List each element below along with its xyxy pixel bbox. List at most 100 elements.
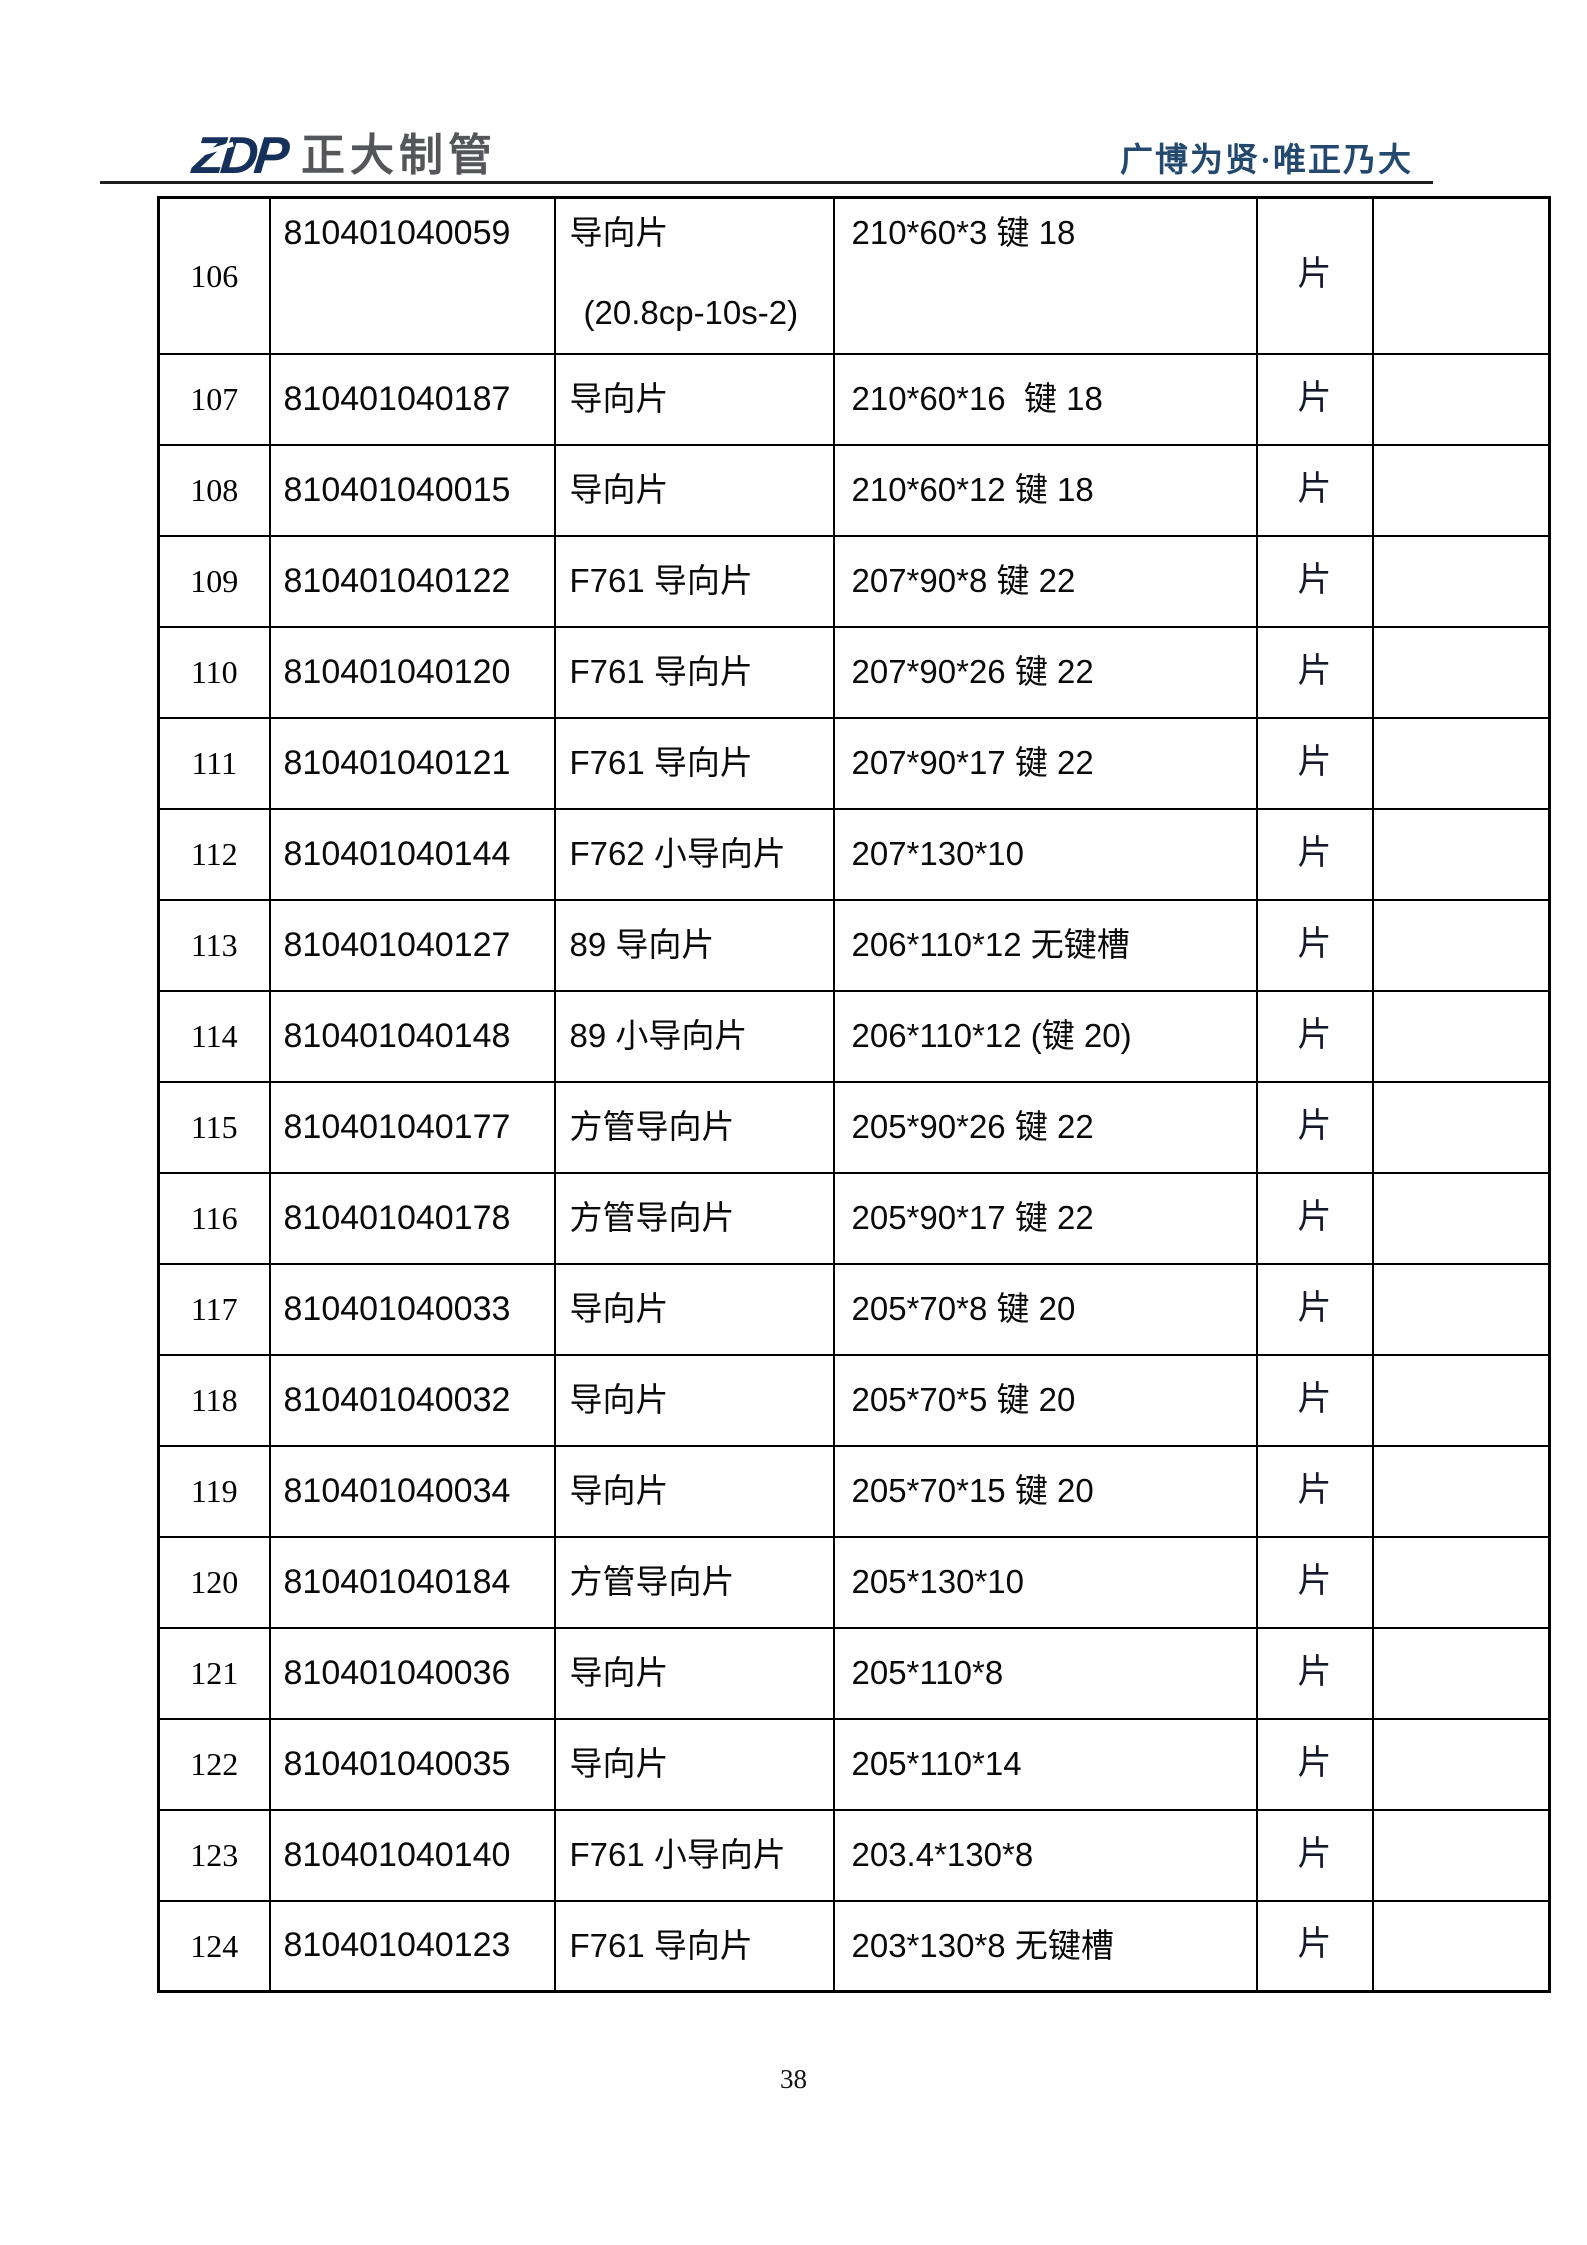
part-code: 810401040187 [268, 352, 556, 446]
part-code: 810401040121 [268, 716, 556, 810]
part-spec: 206*110*12 (键 20) [832, 989, 1258, 1083]
parts-table-body: 106 810401040059 导向片 (20.8cp-10s-2) 210*… [157, 196, 1551, 1993]
part-code: 810401040059 [268, 196, 556, 355]
part-name-text: 导向片 [569, 471, 669, 509]
part-name: 导向片 (20.8cp-10s-2) [553, 196, 835, 355]
part-name-text: 方管导向片 [569, 1199, 735, 1237]
part-spec: 205*130*10 [832, 1535, 1258, 1629]
part-code: 810401040148 [268, 989, 556, 1083]
empty-cell [1371, 1262, 1551, 1356]
part-name: 方管导向片 [553, 1080, 835, 1174]
part-code: 810401040144 [268, 807, 556, 901]
empty-cell [1371, 196, 1551, 355]
part-spec: 205*90*17 键 22 [832, 1171, 1258, 1265]
part-unit: 片 [1255, 1171, 1374, 1265]
part-name-text: F761 导向片 [569, 1926, 753, 1964]
part-name-text: 导向片 [569, 1381, 669, 1419]
part-spec: 210*60*3 键 18 [832, 196, 1258, 355]
part-spec: 207*90*17 键 22 [832, 716, 1258, 810]
part-name: 导向片 [553, 1444, 835, 1538]
part-code: 810401040120 [268, 625, 556, 719]
row-number: 115 [157, 1080, 271, 1174]
part-code: 810401040032 [268, 1353, 556, 1447]
part-spec: 210*60*12 键 18 [832, 443, 1258, 537]
part-code: 810401040123 [268, 1899, 556, 1993]
table-row: 123 810401040140 F761 小导向片 203.4*130*8 片 [157, 1808, 1551, 1902]
part-unit: 片 [1255, 1262, 1374, 1356]
company-logo: ZDP 正大制管 [189, 127, 497, 185]
part-spec: 205*110*14 [832, 1717, 1258, 1811]
part-spec: 207*90*26 键 22 [832, 625, 1258, 719]
part-code: 810401040127 [268, 898, 556, 992]
part-name: 方管导向片 [553, 1535, 835, 1629]
empty-cell [1371, 716, 1551, 810]
row-number: 119 [157, 1444, 271, 1538]
row-number: 121 [157, 1626, 271, 1720]
row-number: 110 [157, 625, 271, 719]
empty-cell [1371, 443, 1551, 537]
part-spec: 210*60*16 键 18 [832, 352, 1258, 446]
part-name-text: F761 小导向片 [569, 1836, 786, 1874]
row-number: 106 [157, 196, 271, 355]
part-name: 89 小导向片 [553, 989, 835, 1083]
part-code: 810401040178 [268, 1171, 556, 1265]
part-spec: 207*90*8 键 22 [832, 534, 1258, 628]
part-name: 导向片 [553, 1626, 835, 1720]
part-code: 810401040034 [268, 1444, 556, 1538]
empty-cell [1371, 1171, 1551, 1265]
part-name-text: 导向片 [569, 1745, 669, 1783]
table-row: 114 810401040148 89 小导向片 206*110*12 (键 2… [157, 989, 1551, 1083]
part-name-text: 导向片 [569, 1472, 669, 1510]
empty-cell [1371, 1808, 1551, 1902]
part-code: 810401040033 [268, 1262, 556, 1356]
part-unit: 片 [1255, 534, 1374, 628]
part-name: 导向片 [553, 1262, 835, 1356]
empty-cell [1371, 1080, 1551, 1174]
parts-table: 106 810401040059 导向片 (20.8cp-10s-2) 210*… [157, 196, 1551, 1993]
part-name: F762 小导向片 [553, 807, 835, 901]
empty-cell [1371, 1535, 1551, 1629]
part-name: F761 导向片 [553, 716, 835, 810]
company-name: 正大制管 [301, 131, 497, 180]
header-divider [100, 181, 1433, 184]
part-unit: 片 [1255, 716, 1374, 810]
row-number: 112 [157, 807, 271, 901]
table-row: 124 810401040123 F761 导向片 203*130*8 无键槽 … [157, 1899, 1551, 1993]
part-spec: 203*130*8 无键槽 [832, 1899, 1258, 1993]
empty-cell [1371, 1717, 1551, 1811]
row-number: 116 [157, 1171, 271, 1265]
part-name: 方管导向片 [553, 1171, 835, 1265]
part-name-text: 导向片 [569, 380, 669, 418]
part-unit: 片 [1255, 1626, 1374, 1720]
part-unit: 片 [1255, 807, 1374, 901]
part-spec: 205*110*8 [832, 1626, 1258, 1720]
empty-cell [1371, 1444, 1551, 1538]
part-spec: 205*70*5 键 20 [832, 1353, 1258, 1447]
part-unit: 片 [1255, 1444, 1374, 1538]
part-name: F761 导向片 [553, 1899, 835, 1993]
table-row: 122 810401040035 导向片 205*110*14 片 [157, 1717, 1551, 1811]
empty-cell [1371, 1353, 1551, 1447]
part-unit: 片 [1255, 1353, 1374, 1447]
empty-cell [1371, 1899, 1551, 1993]
part-name: 导向片 [553, 1717, 835, 1811]
row-number: 114 [157, 989, 271, 1083]
part-name-text: F762 小导向片 [569, 835, 786, 873]
part-spec: 207*130*10 [832, 807, 1258, 901]
zdp-logo-mark: ZDP [189, 127, 289, 185]
part-name-text: 方管导向片 [569, 1563, 735, 1601]
part-unit: 片 [1255, 1080, 1374, 1174]
row-number: 113 [157, 898, 271, 992]
table-row: 108 810401040015 导向片 210*60*12 键 18 片 [157, 443, 1551, 537]
table-row: 121 810401040036 导向片 205*110*8 片 [157, 1626, 1551, 1720]
empty-cell [1371, 534, 1551, 628]
part-unit: 片 [1255, 898, 1374, 992]
row-number: 117 [157, 1262, 271, 1356]
part-name-text: F761 导向片 [569, 744, 753, 782]
table-row: 106 810401040059 导向片 (20.8cp-10s-2) 210*… [157, 196, 1551, 355]
part-name-text: 导向片 [569, 1290, 669, 1328]
company-slogan: 广博为贤·唯正乃大 [1120, 143, 1414, 179]
table-row: 111 810401040121 F761 导向片 207*90*17 键 22… [157, 716, 1551, 810]
empty-cell [1371, 625, 1551, 719]
part-spec: 203.4*130*8 [832, 1808, 1258, 1902]
